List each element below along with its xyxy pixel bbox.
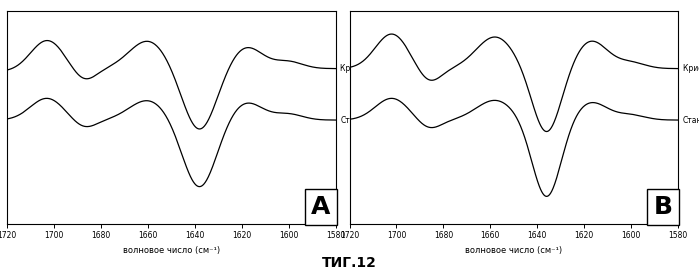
Text: ΤИГ.12: ΤИГ.12 <box>322 256 377 270</box>
Text: Стандарт: Стандарт <box>683 116 699 125</box>
Text: Кристаллы 25°C: Кристаллы 25°C <box>683 64 699 73</box>
X-axis label: волновое число (см⁻¹): волновое число (см⁻¹) <box>123 246 219 255</box>
Text: B: B <box>654 195 672 219</box>
Text: Кристаллы 25°C: Кристаллы 25°C <box>340 64 405 73</box>
X-axis label: волновое число (см⁻¹): волновое число (см⁻¹) <box>466 246 562 255</box>
Text: A: A <box>311 195 331 219</box>
Text: Стандарт: Стандарт <box>340 116 380 125</box>
